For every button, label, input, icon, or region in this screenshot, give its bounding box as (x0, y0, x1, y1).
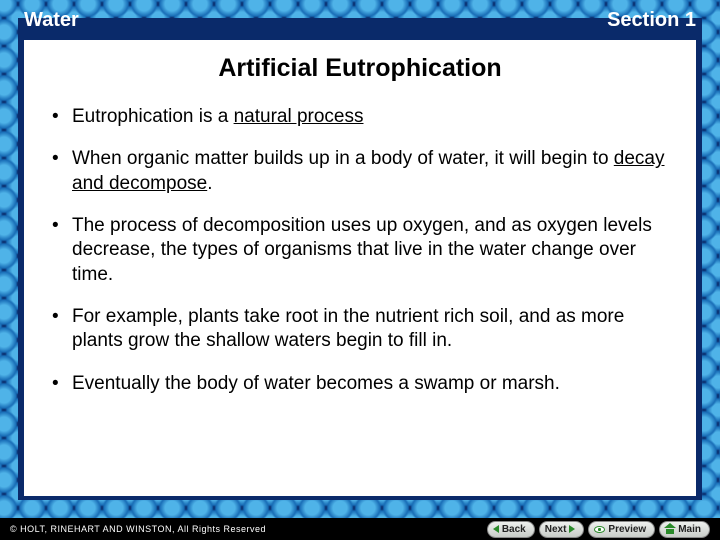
bullet-item: Eutrophication is a natural process (46, 105, 674, 129)
slide: Water Section 1 Artificial Eutrophicatio… (0, 0, 720, 540)
bullet-text: When organic matter builds up in a body … (72, 148, 614, 169)
chevron-right-icon (569, 525, 575, 533)
header-left: Water (24, 9, 79, 32)
eye-icon (594, 526, 605, 533)
bullet-text: For example, plants take root in the nut… (72, 306, 624, 351)
bullet-text: Eutrophication is a (72, 106, 234, 127)
bullet-item: For example, plants take root in the nut… (46, 305, 674, 354)
button-label: Main (678, 524, 701, 535)
main-button[interactable]: Main (659, 521, 710, 538)
bullet-list: Eutrophication is a natural process When… (46, 105, 674, 396)
next-button[interactable]: Next (539, 521, 585, 538)
chevron-left-icon (493, 525, 499, 533)
copyright-text: © HOLT, RINEHART AND WINSTON, All Rights… (10, 524, 266, 534)
bullet-text: The process of decomposition uses up oxy… (72, 215, 652, 285)
header-right: Section 1 (607, 9, 696, 32)
bullet-text: Eventually the body of water becomes a s… (72, 373, 560, 394)
content-area: Artificial Eutrophication Eutrophication… (24, 40, 696, 496)
slide-footer: © HOLT, RINEHART AND WINSTON, All Rights… (0, 518, 720, 540)
bullet-text: . (207, 173, 212, 194)
slide-header: Water Section 1 (0, 2, 720, 38)
nav-button-group: Back Next Preview Main (487, 521, 710, 538)
bullet-underlined: natural process (234, 106, 364, 127)
home-icon (665, 524, 675, 534)
preview-button[interactable]: Preview (588, 521, 655, 538)
slide-title: Artificial Eutrophication (46, 54, 674, 83)
bullet-item: Eventually the body of water becomes a s… (46, 372, 674, 396)
button-label: Back (502, 524, 526, 535)
bullet-item: The process of decomposition uses up oxy… (46, 214, 674, 287)
button-label: Next (545, 524, 567, 535)
back-button[interactable]: Back (487, 521, 535, 538)
bullet-item: When organic matter builds up in a body … (46, 147, 674, 196)
button-label: Preview (608, 524, 646, 535)
